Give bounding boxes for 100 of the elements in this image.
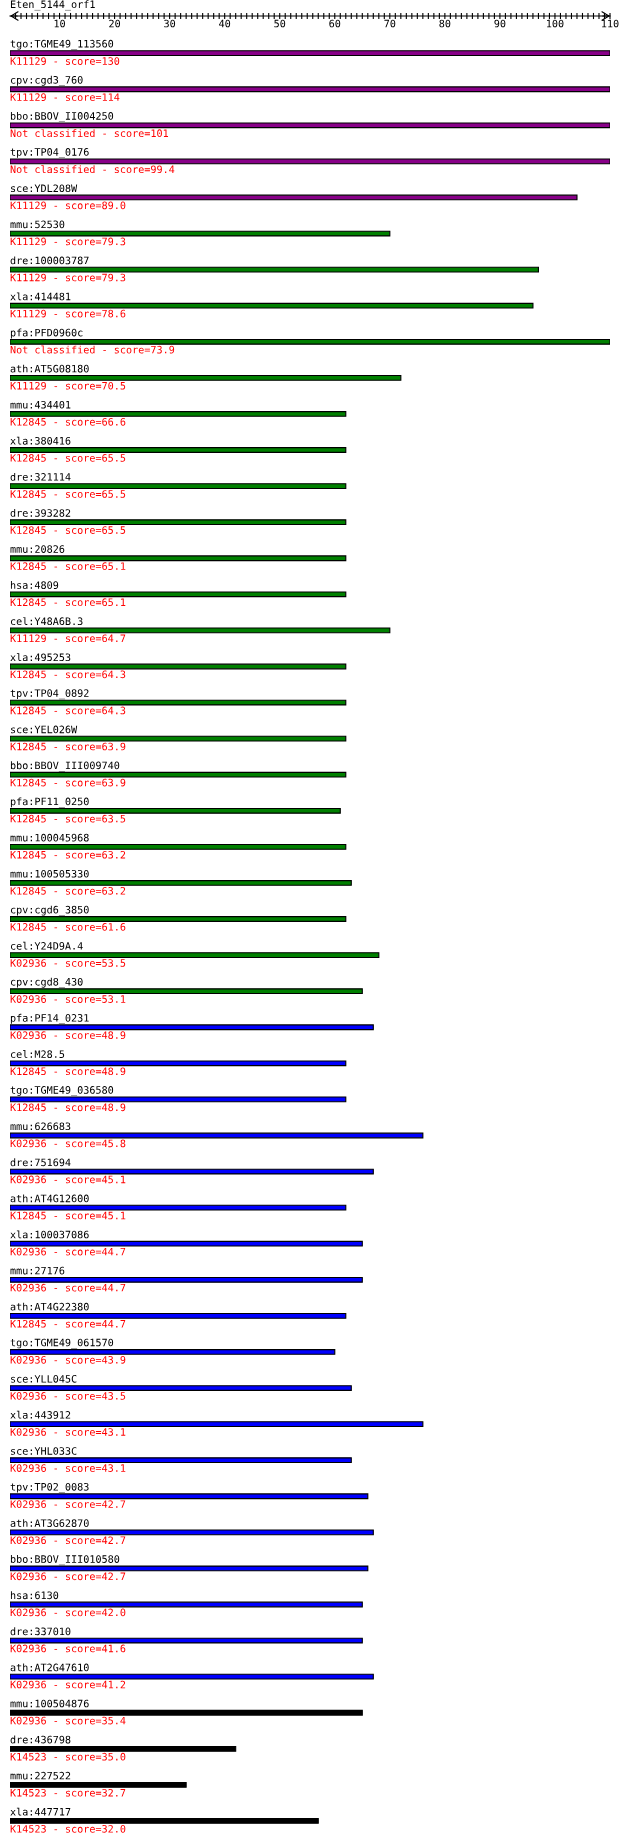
bar: [10, 1493, 369, 1500]
y-tick-label: mmu:100505330: [10, 869, 89, 878]
x-tick-label: 70: [384, 19, 396, 28]
bar: [10, 1240, 363, 1247]
annotation: K02936 - score=44.7: [10, 1283, 126, 1292]
y-tick-label: pfa:PF14_0231: [10, 1013, 89, 1024]
bar: [10, 1709, 363, 1716]
annotation: K02936 - score=35.4: [10, 1716, 126, 1725]
bar: [10, 627, 391, 634]
annotation: K02936 - score=43.1: [10, 1464, 126, 1472]
annotation: K11129 - score=78.6: [10, 309, 126, 318]
annotation: K12845 - score=65.1: [10, 562, 126, 570]
bar: [10, 302, 534, 309]
chart-title: Eten_5144_orf1: [10, 0, 95, 11]
y-tick-label: dre:337010: [10, 1627, 71, 1636]
bar: [10, 50, 610, 57]
annotation: Not classified - score=99.4: [10, 165, 175, 174]
x-tick-label: 80: [439, 19, 451, 28]
annotation: K12845 - score=44.7: [10, 1319, 126, 1328]
bar: [10, 1421, 424, 1428]
annotation: K02936 - score=43.5: [10, 1392, 126, 1400]
annotation: K02936 - score=42.7: [10, 1572, 126, 1581]
annotation: K02936 - score=41.6: [10, 1644, 126, 1653]
y-tick-label: ath:AT3G62870: [10, 1519, 89, 1527]
y-tick-label: cpv:cgd3_760: [10, 75, 83, 86]
bar: [10, 374, 402, 381]
bar: [10, 952, 380, 958]
annotation: K11129 - score=89.0: [10, 201, 126, 210]
x-tick-label: 40: [219, 19, 231, 28]
annotation: K02936 - score=53.1: [10, 995, 126, 1003]
bar: [10, 699, 347, 706]
bar: [10, 880, 352, 886]
bar: [10, 663, 347, 670]
y-tick-label: mmu:434401: [10, 400, 71, 409]
annotation: K12845 - score=65.1: [10, 598, 126, 607]
y-tick-label: tgo:TGME49_061570: [10, 1338, 114, 1349]
x-tick-label: 20: [109, 19, 121, 28]
annotation: K02936 - score=42.7: [10, 1536, 126, 1545]
bar: [10, 483, 347, 489]
bar: [10, 555, 347, 562]
annotation: K11129 - score=130: [10, 57, 120, 65]
annotation: K11129 - score=79.3: [10, 237, 126, 246]
y-tick-label: tpv:TP04_0176: [10, 148, 89, 159]
annotation: K02936 - score=41.2: [10, 1680, 126, 1689]
annotation: K02936 - score=42.0: [10, 1608, 126, 1617]
y-tick-label: cel:M28.5: [10, 1050, 65, 1058]
y-tick-label: dre:393282: [10, 508, 71, 517]
annotation: K12845 - score=61.6: [10, 923, 126, 931]
x-tick-label: 100: [547, 19, 564, 28]
annotation: K12845 - score=64.3: [10, 706, 126, 715]
x-tick-label: 110: [602, 19, 619, 28]
y-tick-label: bbo:BBOV_II004250: [10, 111, 114, 123]
annotation: K12845 - score=48.9: [10, 1103, 126, 1112]
y-tick-label: ath:AT5G08180: [10, 364, 89, 373]
y-tick-label: sce:YHL033C: [11, 1447, 77, 1455]
bar: [10, 194, 578, 201]
y-tick-label: xla:443912: [10, 1410, 71, 1419]
y-tick-label: tpv:TP04_0892: [10, 689, 89, 700]
bar: [10, 1385, 352, 1391]
bar: [10, 1096, 347, 1103]
bar: [10, 1276, 363, 1283]
bar: [10, 1818, 319, 1824]
x-tick-label: 30: [164, 19, 176, 28]
y-tick-label: xla:447717: [10, 1807, 71, 1816]
annotation: K12845 - score=63.2: [10, 850, 126, 859]
bar: [10, 1673, 374, 1680]
y-tick-label: bbo:BBOV_III009740: [10, 761, 120, 772]
y-tick-label: mmu:27176: [10, 1266, 65, 1275]
annotation: K02936 - score=42.7: [10, 1500, 126, 1508]
annotation: K02936 - score=44.7: [10, 1247, 126, 1256]
annotation: K11129 - score=79.3: [10, 273, 126, 282]
y-tick-label: sce:YDL208W: [11, 184, 78, 193]
y-tick-label: sce:YEL026W: [11, 725, 78, 734]
x-tick-label: 60: [329, 19, 341, 28]
y-tick-label: mmu:100504876: [10, 1699, 89, 1708]
y-tick-label: xla:414481: [10, 292, 71, 301]
bar: [10, 411, 347, 417]
y-tick-label: cel:Y24D9A.4: [10, 941, 83, 950]
annotation: K12845 - score=66.6: [10, 417, 126, 426]
y-tick-label: sce:YLL045C: [11, 1375, 77, 1383]
bar: [10, 1457, 352, 1464]
y-tick-label: dre:436798: [10, 1735, 71, 1744]
bar: [10, 735, 347, 742]
annotation: K11129 - score=64.7: [10, 634, 126, 643]
bar: [10, 1565, 369, 1572]
bar: [10, 807, 341, 814]
y-tick-label: xla:495253: [10, 653, 71, 662]
y-tick-label: dre:100003787: [10, 256, 89, 265]
bar: [10, 1168, 374, 1175]
y-tick-label: mmu:626683: [10, 1122, 71, 1131]
annotation: Not classified - score=101: [10, 129, 169, 138]
bar: [10, 771, 347, 778]
x-tick-label: 90: [494, 19, 506, 28]
bar: [10, 230, 391, 237]
annotation: K02936 - score=45.1: [10, 1175, 126, 1184]
y-tick-label: xla:380416: [10, 436, 71, 445]
annotation: K14523 - score=35.0: [10, 1752, 126, 1761]
y-tick-label: mmu:52530: [10, 220, 65, 229]
bar: [10, 1781, 187, 1788]
annotation: K12845 - score=45.1: [10, 1211, 126, 1220]
